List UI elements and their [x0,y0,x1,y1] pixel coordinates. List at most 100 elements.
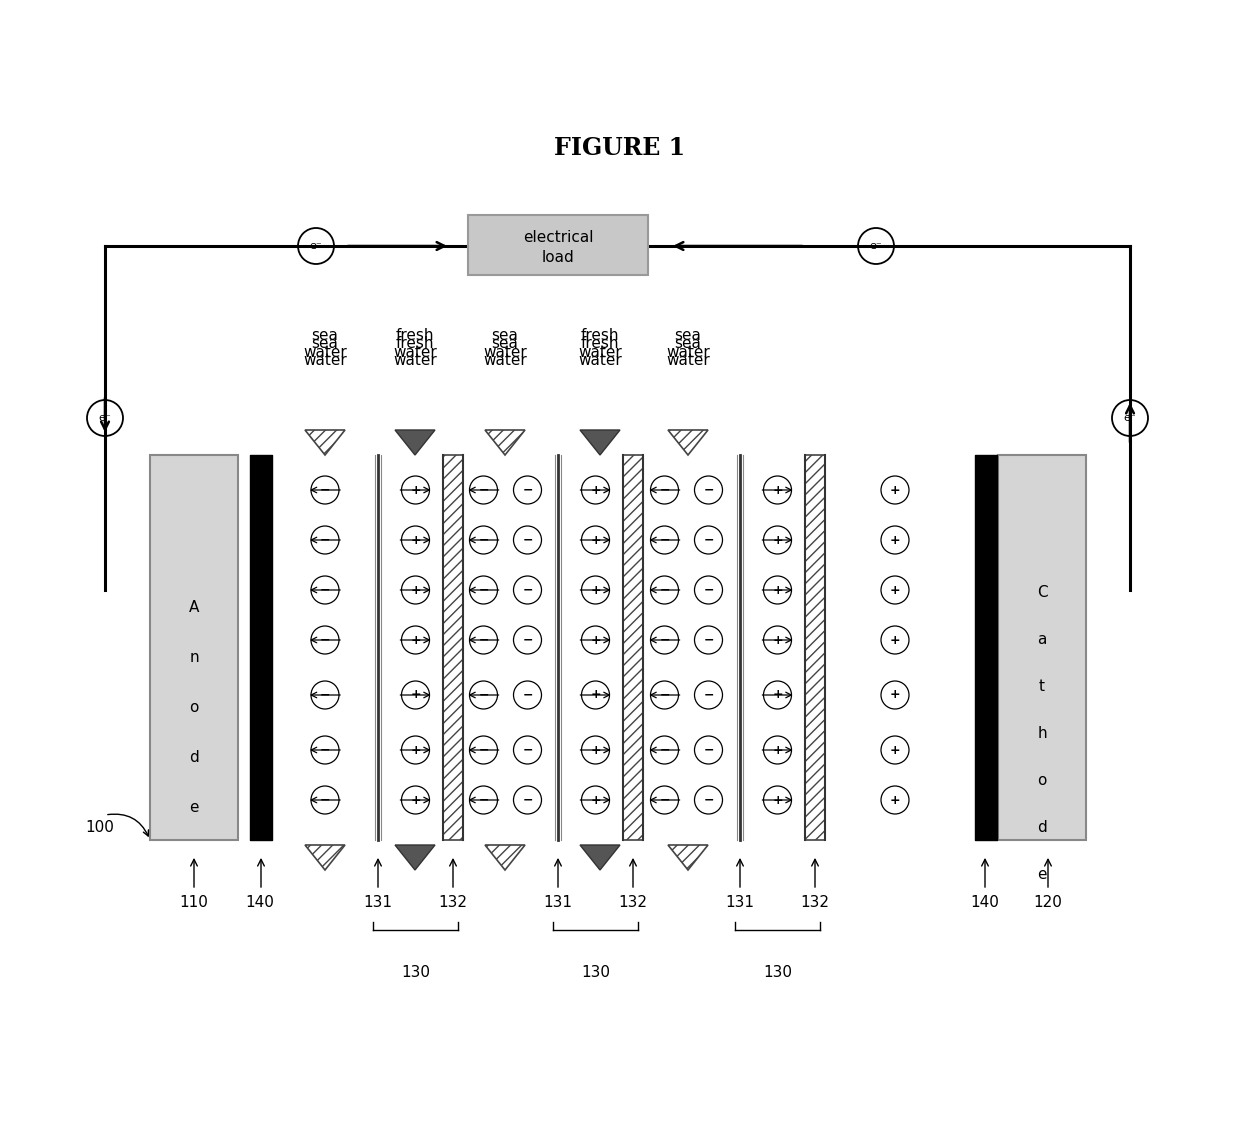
Text: fresh
water: fresh water [393,328,436,360]
Text: −: − [660,534,670,546]
Text: −: − [703,534,714,546]
Bar [150,455,238,840]
Text: −: − [479,633,489,647]
Text: −: − [660,483,670,497]
Text: −: − [320,633,330,647]
Text: 140: 140 [246,895,274,910]
Text: 130: 130 [763,965,792,979]
Text: −: − [320,483,330,497]
FancyArrow shape [580,430,620,455]
Text: e: e [190,800,198,815]
Text: −: − [522,483,533,497]
Text: +: + [590,689,601,701]
Text: −: − [660,689,670,701]
Text: +: + [773,689,782,701]
Text: fresh
water: fresh water [393,336,436,368]
Text: +: + [889,534,900,546]
Text: e⁻: e⁻ [869,241,883,251]
Text: sea
water: sea water [303,328,347,360]
Text: +: + [410,483,420,497]
Text: 131: 131 [543,895,573,910]
Text: +: + [410,534,420,546]
Text: −: − [320,584,330,596]
Text: +: + [590,743,601,757]
Text: d: d [190,750,198,765]
Text: +: + [773,534,782,546]
Bar [443,455,463,840]
Text: sea
water: sea water [484,336,527,368]
Text: −: − [522,584,533,596]
Text: +: + [590,584,601,596]
Text: −: − [479,743,489,757]
Text: +: + [773,483,782,497]
Text: −: − [320,743,330,757]
Text: o: o [190,700,198,715]
Text: −: − [703,689,714,701]
Text: sea
water: sea water [666,336,709,368]
Text: 100: 100 [86,820,114,835]
Text: sea
water: sea water [303,336,347,368]
Text: +: + [773,743,782,757]
Text: sea
water: sea water [484,328,527,360]
Text: −: − [479,534,489,546]
Text: +: + [889,743,900,757]
Text: −: − [522,743,533,757]
Text: +: + [410,584,420,596]
Text: −: − [522,534,533,546]
Text: +: + [889,794,900,806]
Text: load: load [542,250,574,266]
Text: −: − [522,794,533,806]
Text: 132: 132 [619,895,647,910]
Text: e⁻: e⁻ [99,413,112,423]
Text: 120: 120 [1034,895,1063,910]
Text: +: + [590,633,601,647]
Bar [998,455,1086,840]
Text: 110: 110 [180,895,208,910]
Text: +: + [590,534,601,546]
Text: 130: 130 [401,965,430,979]
Text: electrical: electrical [523,230,593,244]
Text: t: t [1039,679,1045,694]
Text: d: d [1037,820,1047,835]
FancyArrow shape [396,845,435,870]
Text: +: + [889,633,900,647]
FancyArrow shape [580,845,620,870]
FancyArrow shape [396,430,435,455]
Text: +: + [410,743,420,757]
Text: +: + [410,633,420,647]
Text: o: o [1038,772,1047,788]
Text: 132: 132 [801,895,830,910]
Text: −: − [479,483,489,497]
Text: 132: 132 [439,895,467,910]
Text: −: − [522,633,533,647]
Text: e⁻: e⁻ [1123,413,1136,423]
Text: −: − [479,584,489,596]
Text: 130: 130 [582,965,610,979]
Text: C: C [1037,585,1048,601]
Text: −: − [703,483,714,497]
Text: +: + [773,794,782,806]
Text: +: + [773,584,782,596]
Text: e⁻: e⁻ [310,241,322,251]
Bar [805,455,825,840]
Text: a: a [1038,632,1047,647]
Text: −: − [703,743,714,757]
Text: +: + [410,689,420,701]
Text: −: − [660,794,670,806]
Text: 140: 140 [971,895,999,910]
Text: −: − [320,689,330,701]
Text: 131: 131 [725,895,754,910]
Text: −: − [660,584,670,596]
Text: −: − [320,534,330,546]
Text: −: − [703,794,714,806]
Text: −: − [660,743,670,757]
Text: −: − [320,794,330,806]
Text: n: n [190,650,198,665]
Text: −: − [660,633,670,647]
Text: e: e [1037,867,1047,882]
Text: A: A [188,601,200,615]
Text: fresh
water: fresh water [578,336,622,368]
Text: +: + [773,633,782,647]
Text: +: + [889,689,900,701]
Text: +: + [889,584,900,596]
